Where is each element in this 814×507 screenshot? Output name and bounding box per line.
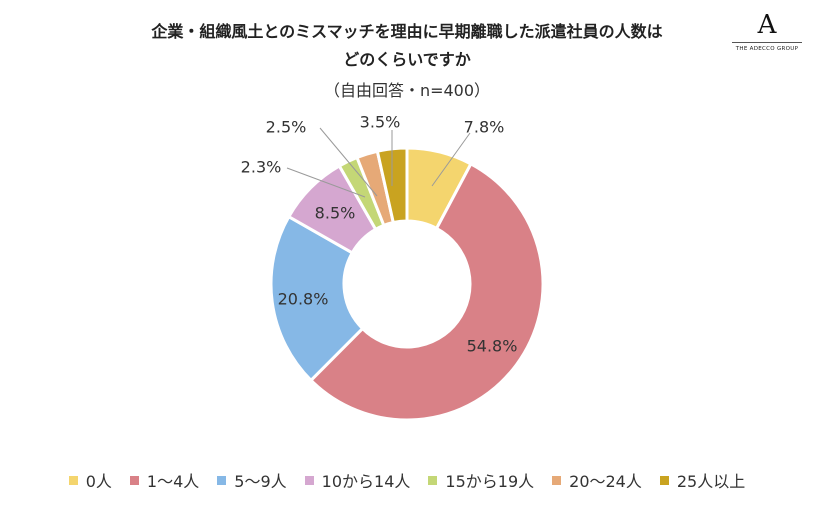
legend-item: 0人 <box>68 468 112 492</box>
chart-title-line-2: どのくらいですか <box>343 50 471 69</box>
legend-swatch <box>428 475 438 485</box>
legend-item: 25人以上 <box>659 468 746 492</box>
legend-item: 1～4人 <box>129 468 200 492</box>
legend-label: 25人以上 <box>676 472 746 491</box>
data-label: 3.5% <box>360 113 401 132</box>
data-label: 20.8% <box>278 290 329 309</box>
legend-item: 10から14人 <box>304 468 411 492</box>
chart-subtitle: （自由回答・n=400） <box>323 81 491 100</box>
data-label: 54.8% <box>467 337 518 356</box>
chart-title-line-1: 企業・組織風土とのミスマッチを理由に早期離職した派遣社員の人数は <box>151 22 663 41</box>
legend-item: 15から19人 <box>428 468 534 492</box>
legend-swatch <box>552 475 562 485</box>
legend-label: 1～4人 <box>146 472 200 491</box>
logo-text: THE ADECCO GROUP <box>735 46 799 52</box>
logo-divider <box>732 42 802 43</box>
donut-slice <box>269 214 365 383</box>
legend-swatch <box>304 475 314 485</box>
legend-swatch <box>68 475 78 485</box>
legend-label: 10から14人 <box>321 472 411 491</box>
chart-legend: 0人 1～4人 5～9人 10から14人 15から19人 20～24人 25人以上 <box>0 468 814 492</box>
leader-line <box>286 167 366 198</box>
legend-label: 15から19人 <box>445 472 535 491</box>
data-label: 2.5% <box>266 118 307 137</box>
legend-item: 20～24人 <box>552 468 642 492</box>
legend-label: 5～9人 <box>234 472 287 491</box>
donut-chart: 7.8% 54.8% 20.8% 8.5% 2.3% 2.5% 3.5% <box>241 113 545 422</box>
logo-mark: A <box>757 10 777 40</box>
legend-swatch <box>659 475 669 485</box>
data-label: 2.3% <box>241 158 282 177</box>
leader-line <box>319 127 378 197</box>
data-label: 8.5% <box>315 204 356 223</box>
leader-line <box>431 132 471 187</box>
legend-item: 5～9人 <box>217 468 287 492</box>
legend-swatch <box>129 475 139 485</box>
data-label: 7.8% <box>464 118 505 137</box>
adecco-logo: A THE ADECCO GROUP <box>732 10 802 56</box>
legend-label: 0人 <box>85 472 112 491</box>
legend-swatch <box>217 475 227 485</box>
donut-slice <box>308 161 545 422</box>
legend-label: 20～24人 <box>569 472 642 491</box>
